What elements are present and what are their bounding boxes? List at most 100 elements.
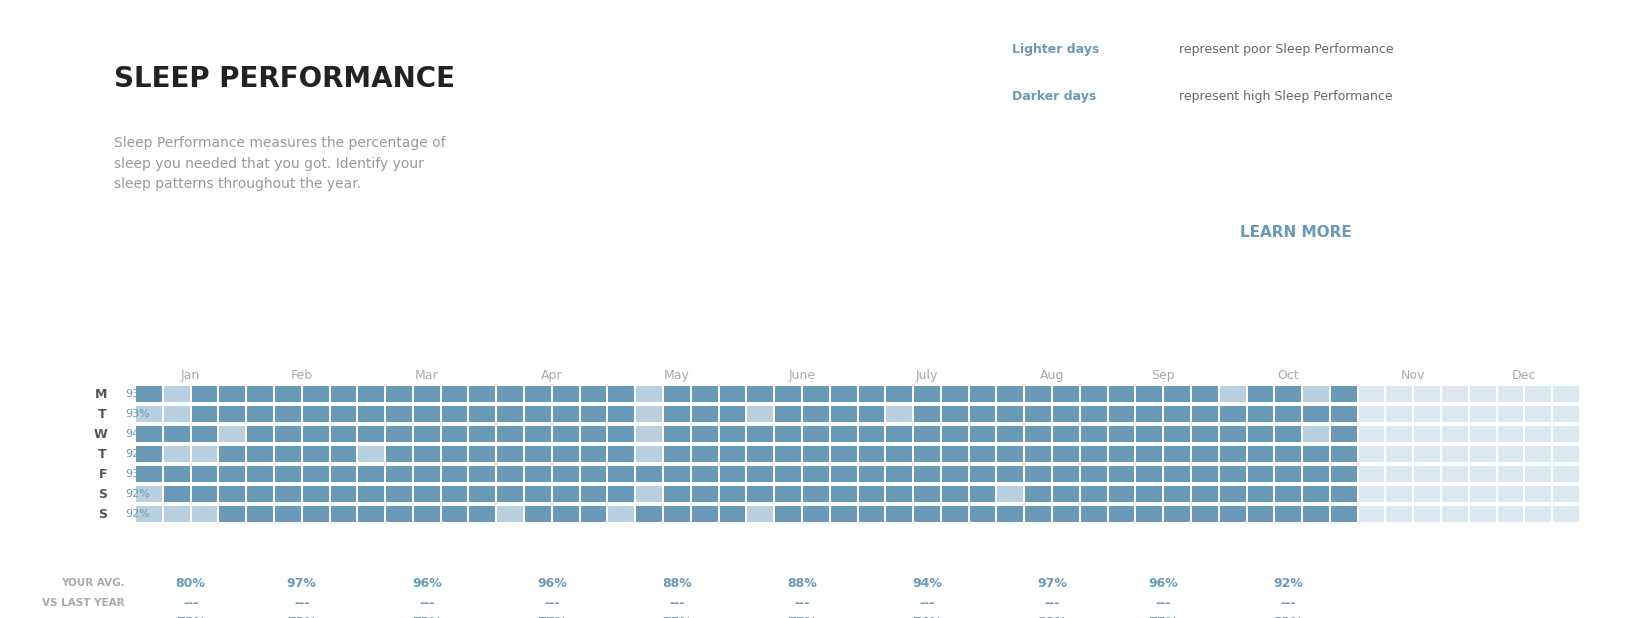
- Bar: [359, 426, 384, 442]
- Text: 77%: 77%: [787, 617, 818, 618]
- Text: 93%: 93%: [126, 469, 150, 479]
- Bar: [1470, 506, 1495, 522]
- Text: 81%: 81%: [1273, 617, 1304, 618]
- Text: T: T: [98, 407, 108, 421]
- Bar: [219, 446, 245, 462]
- Bar: [470, 506, 494, 522]
- Text: ---: ---: [294, 596, 310, 609]
- Bar: [359, 466, 384, 482]
- Bar: [442, 386, 467, 402]
- Text: ---: ---: [419, 596, 434, 609]
- Bar: [470, 386, 494, 402]
- Bar: [1053, 426, 1079, 442]
- Bar: [163, 486, 189, 502]
- Bar: [1136, 466, 1162, 482]
- Bar: [803, 426, 829, 442]
- Bar: [1302, 446, 1328, 462]
- Text: T: T: [98, 447, 108, 460]
- Bar: [1415, 466, 1439, 482]
- Bar: [664, 466, 690, 482]
- Bar: [553, 466, 579, 482]
- Bar: [636, 486, 663, 502]
- Bar: [135, 386, 162, 402]
- Bar: [191, 446, 217, 462]
- Bar: [581, 486, 607, 502]
- Text: 75%: 75%: [1149, 617, 1178, 618]
- Bar: [246, 446, 273, 462]
- Bar: [1332, 406, 1356, 422]
- Bar: [526, 426, 552, 442]
- Bar: [415, 406, 439, 422]
- Bar: [163, 446, 189, 462]
- Bar: [636, 446, 663, 462]
- Bar: [498, 386, 522, 402]
- Bar: [526, 406, 552, 422]
- Bar: [526, 486, 552, 502]
- Bar: [1470, 406, 1495, 422]
- Bar: [1247, 446, 1273, 462]
- Bar: [1415, 406, 1439, 422]
- Bar: [442, 486, 467, 502]
- Bar: [387, 506, 411, 522]
- Bar: [442, 506, 467, 522]
- Bar: [1080, 386, 1106, 402]
- Text: 80%: 80%: [1036, 617, 1067, 618]
- Bar: [1136, 506, 1162, 522]
- Bar: [1247, 386, 1273, 402]
- Bar: [831, 506, 857, 522]
- Bar: [302, 486, 328, 502]
- Bar: [1191, 426, 1217, 442]
- Bar: [581, 406, 607, 422]
- Bar: [1108, 406, 1134, 422]
- Bar: [692, 506, 718, 522]
- Bar: [1498, 446, 1523, 462]
- Bar: [858, 506, 885, 522]
- Bar: [1470, 426, 1495, 442]
- Bar: [609, 406, 635, 422]
- Bar: [331, 386, 356, 402]
- Bar: [803, 406, 829, 422]
- Bar: [1025, 426, 1051, 442]
- Bar: [1136, 426, 1162, 442]
- Bar: [1387, 486, 1412, 502]
- Bar: [1191, 446, 1217, 462]
- Bar: [1080, 406, 1106, 422]
- Bar: [942, 466, 968, 482]
- Bar: [1470, 386, 1495, 402]
- Bar: [1443, 406, 1467, 422]
- Bar: [1526, 446, 1550, 462]
- Bar: [470, 426, 494, 442]
- Bar: [720, 446, 746, 462]
- Bar: [1359, 446, 1384, 462]
- Bar: [636, 426, 663, 442]
- Bar: [1191, 406, 1217, 422]
- Text: W: W: [93, 428, 108, 441]
- Bar: [803, 386, 829, 402]
- Bar: [219, 466, 245, 482]
- Bar: [1359, 506, 1384, 522]
- Bar: [246, 486, 273, 502]
- Bar: [914, 466, 940, 482]
- Bar: [692, 426, 718, 442]
- Bar: [664, 386, 690, 402]
- Bar: [387, 466, 411, 482]
- Bar: [1247, 506, 1273, 522]
- Bar: [442, 466, 467, 482]
- Bar: [692, 486, 718, 502]
- Bar: [1387, 426, 1412, 442]
- Bar: [1443, 386, 1467, 402]
- Bar: [1498, 406, 1523, 422]
- Bar: [720, 466, 746, 482]
- Bar: [135, 506, 162, 522]
- Bar: [498, 506, 522, 522]
- Bar: [747, 466, 774, 482]
- Text: 80%: 80%: [176, 577, 206, 590]
- Bar: [886, 426, 912, 442]
- Bar: [1080, 486, 1106, 502]
- Bar: [803, 466, 829, 482]
- Bar: [274, 446, 300, 462]
- Bar: [664, 406, 690, 422]
- Bar: [526, 446, 552, 462]
- Bar: [831, 486, 857, 502]
- Bar: [387, 426, 411, 442]
